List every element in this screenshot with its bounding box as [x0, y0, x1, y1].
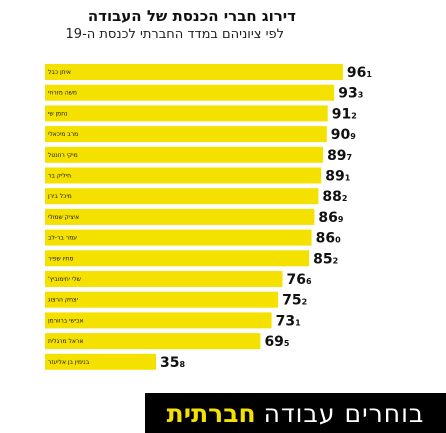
chart-subtitle: לפי ציוניהם במדד החברתי לכנסת ה-19: [65, 27, 284, 42]
bar-3: [45, 105, 328, 122]
bar-label-6: חיליק בר: [48, 173, 71, 180]
bar-9: [45, 229, 312, 246]
bar-label-8: איציק שמולי: [48, 214, 79, 221]
bar-label-14: אראל מרגלית: [48, 338, 83, 345]
value-label-14: 695: [264, 334, 289, 350]
bar-label-7: מיכל בירן: [48, 193, 72, 200]
value-label-9: 860: [316, 231, 341, 247]
bar-label-12: יצחק הרצוג: [48, 297, 78, 304]
bar-1: [45, 64, 343, 80]
bar-13: [45, 312, 272, 329]
value-label-2: 933: [338, 86, 363, 102]
bar-5: [45, 146, 324, 163]
bar-10: [45, 250, 310, 267]
bar-14: [45, 333, 261, 350]
bar-label-2: משה מזרחי: [48, 90, 77, 97]
bar-8: [45, 208, 315, 225]
value-label-10: 852: [313, 251, 338, 267]
value-label-8: 869: [318, 210, 343, 226]
value-label-15: 358: [160, 355, 185, 371]
bar-11: [45, 271, 283, 287]
bar-label-13: אבישי ברוורמן: [48, 317, 84, 324]
value-label-1: 961: [347, 65, 372, 81]
value-label-4: 909: [331, 127, 356, 143]
bar-15: [45, 353, 156, 370]
bar-label-5: מיקי רוזנטל: [48, 152, 78, 159]
bar-label-9: עמר בר-לב: [48, 235, 77, 242]
bar-label-11: שלי יחימוביץ': [48, 276, 81, 283]
bar-7: [45, 188, 319, 205]
bar-label-3: נחמן שי: [48, 110, 68, 117]
value-label-13: 731: [276, 313, 301, 329]
bar-label-15: בנימין בן אליעזר: [48, 359, 90, 366]
value-label-5: 897: [327, 148, 352, 164]
bar-label-4: מרב מיכאלי: [48, 131, 78, 138]
slogan-bold: חברתית: [166, 398, 256, 428]
bar-label-10: סתיו שפיר: [48, 255, 74, 262]
bar-2: [45, 84, 335, 101]
slogan-banner: בוחרים עבודה חברתית: [145, 393, 446, 433]
value-label-12: 752: [282, 293, 307, 309]
bar-4: [45, 126, 327, 143]
slogan-regular: בוחרים עבודה: [263, 398, 425, 428]
bar-label-1: איתן כבל: [48, 69, 71, 76]
chart-title: דירוג חברי הכנסת של העבודה: [87, 7, 296, 25]
value-label-11: 766: [286, 272, 311, 288]
bar-6: [45, 167, 322, 184]
value-label-7: 882: [322, 189, 347, 205]
value-label-3: 912: [332, 106, 357, 122]
bar-chart: איתן כבל 961 משה מזרחי 933 נחמן שי 912 מרב מיכ…: [45, 64, 372, 371]
value-label-6: 891: [325, 169, 350, 185]
bar-12: [45, 291, 279, 308]
